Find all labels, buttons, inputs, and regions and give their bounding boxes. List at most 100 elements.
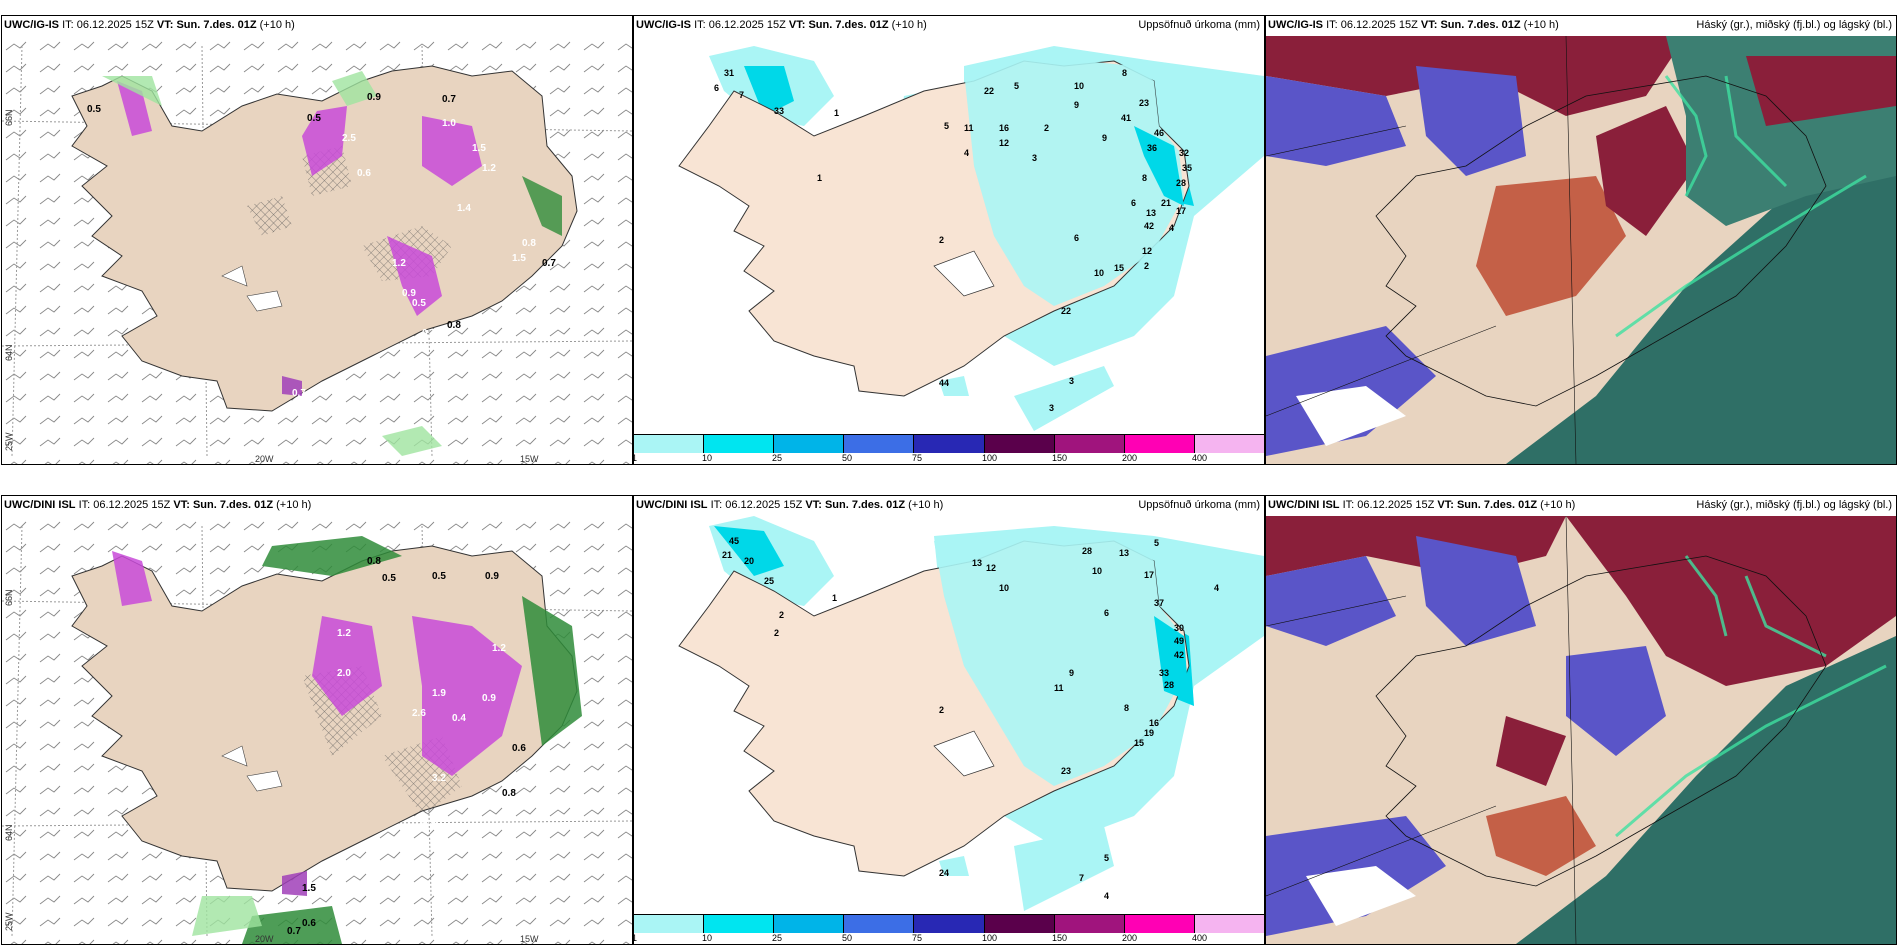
svg-text:0.8: 0.8 [447, 320, 461, 331]
svg-text:13: 13 [1146, 208, 1156, 218]
svg-text:0.8: 0.8 [502, 788, 516, 799]
svg-text:0.5: 0.5 [307, 113, 321, 124]
svg-text:6: 6 [714, 83, 719, 93]
svg-text:4: 4 [1169, 223, 1174, 233]
svg-text:3: 3 [1032, 153, 1037, 163]
svg-text:1: 1 [817, 173, 822, 183]
svg-text:0.9: 0.9 [482, 693, 496, 704]
panel-bot-right: UWC/DINI ISL IT: 06.12.2025 15Z VT: Sun.… [1265, 495, 1897, 945]
svg-text:44: 44 [939, 378, 949, 388]
svg-text:28: 28 [1082, 546, 1092, 556]
panel-title: UWC/DINI ISL IT: 06.12.2025 15Z VT: Sun.… [636, 499, 944, 511]
svg-text:0.4: 0.4 [452, 713, 466, 724]
svg-text:17: 17 [1176, 206, 1186, 216]
panel-top-right: UWC/IG-IS IT: 06.12.2025 15Z VT: Sun. 7.… [1265, 15, 1897, 465]
colorbar-tick: 50 [842, 933, 853, 943]
svg-text:0.5: 0.5 [382, 573, 396, 584]
lon-label: 20W [255, 454, 274, 464]
svg-text:21: 21 [722, 550, 732, 560]
colorbar-ticks: 1 10 25 50 75 100 150 200 400 [634, 933, 1264, 944]
colorbar-tick: 200 [1122, 933, 1138, 943]
colorbar-ticks: 1 10 25 50 75 100 150 200 400 [634, 453, 1264, 464]
svg-text:10: 10 [1092, 566, 1102, 576]
lat-label: 64N [4, 344, 14, 361]
svg-text:11: 11 [1054, 683, 1064, 693]
lon-label: 20W [255, 934, 274, 944]
lon-label: 25W [4, 432, 14, 451]
map-svg: 31 7 6 33 1 1 22 5 10 8 9 23 41 5 11 16 … [634, 36, 1264, 434]
svg-text:6: 6 [1074, 233, 1079, 243]
colorbar-tick: 1 [634, 453, 637, 463]
colorbar-swatch [1194, 915, 1264, 933]
colorbar-swatch [774, 915, 845, 933]
colorbar-swatch [1054, 435, 1125, 453]
precip-value-labels: 45 21 20 25 1 2 2 13 12 10 28 13 5 10 17… [722, 536, 1219, 901]
svg-text:8: 8 [1122, 68, 1127, 78]
svg-text:11: 11 [964, 123, 974, 133]
svg-text:4: 4 [1104, 891, 1109, 901]
colorbar-swatch [914, 435, 985, 453]
svg-text:1.5: 1.5 [302, 883, 316, 894]
svg-text:12: 12 [999, 138, 1009, 148]
wind-value-labels: 0.8 0.5 0.5 0.9 1.2 1.2 2.0 0.4 1.9 2.6 … [287, 556, 526, 937]
svg-text:8: 8 [1124, 703, 1129, 713]
svg-text:5: 5 [944, 121, 949, 131]
svg-text:0.8: 0.8 [367, 556, 381, 567]
colorbar-swatch [704, 915, 775, 933]
svg-text:22: 22 [1061, 306, 1071, 316]
svg-text:2: 2 [774, 628, 779, 638]
lat-label: 66N [4, 109, 14, 126]
svg-text:3: 3 [1049, 403, 1054, 413]
colorbar-swatch [774, 435, 845, 453]
svg-text:12: 12 [986, 563, 996, 573]
svg-text:4: 4 [1214, 583, 1219, 593]
lat-label: 64N [4, 824, 14, 841]
svg-text:16: 16 [1149, 718, 1159, 728]
svg-text:1.2: 1.2 [392, 258, 406, 269]
svg-text:49: 49 [1174, 636, 1184, 646]
svg-text:13: 13 [972, 558, 982, 568]
svg-text:0.6: 0.6 [302, 918, 316, 929]
svg-text:0.7: 0.7 [422, 328, 436, 339]
svg-text:9: 9 [1069, 668, 1074, 678]
colorbar-tick: 75 [912, 933, 923, 943]
svg-text:17: 17 [1144, 570, 1154, 580]
svg-text:1.2: 1.2 [492, 643, 506, 654]
svg-text:31: 31 [724, 68, 734, 78]
svg-text:42: 42 [1144, 221, 1154, 231]
svg-text:10: 10 [1094, 268, 1104, 278]
svg-text:6: 6 [1104, 608, 1109, 618]
svg-text:10: 10 [1074, 81, 1084, 91]
panel-title: UWC/DINI ISL IT: 06.12.2025 15Z VT: Sun.… [1268, 499, 1576, 511]
colorbar-swatch [1054, 915, 1125, 933]
wind-value-labels: 0.5 0.9 0.7 1.0 2.5 1.2 0.6 1.5 0.5 0.8 … [87, 92, 556, 399]
svg-text:2: 2 [939, 235, 944, 245]
map-svg: 0.5 0.9 0.7 1.0 2.5 1.2 0.6 1.5 0.5 0.8 … [2, 36, 632, 464]
svg-text:3.2: 3.2 [432, 773, 446, 784]
cloud-map [1266, 516, 1896, 944]
precip-map: 31 7 6 33 1 1 22 5 10 8 9 23 41 5 11 16 … [634, 36, 1264, 434]
precip-map: 45 21 20 25 1 2 2 13 12 10 28 13 5 10 17… [634, 516, 1264, 914]
svg-text:4: 4 [964, 148, 969, 158]
svg-text:1.2: 1.2 [482, 163, 496, 174]
svg-text:1: 1 [834, 108, 839, 118]
svg-text:0.7: 0.7 [287, 926, 301, 937]
colorbar-tick: 400 [1192, 933, 1208, 943]
panel-top-mid: UWC/IG-IS IT: 06.12.2025 15Z VT: Sun. 7.… [633, 15, 1265, 465]
svg-text:28: 28 [1164, 680, 1174, 690]
panel-bot-left: UWC/DINI ISL IT: 06.12.2025 15Z VT: Sun.… [1, 495, 633, 945]
colorbar-boxes [634, 434, 1264, 453]
svg-text:33: 33 [774, 106, 784, 116]
svg-text:15: 15 [1134, 738, 1144, 748]
svg-text:0.9: 0.9 [485, 571, 499, 582]
panel-title: UWC/IG-IS IT: 06.12.2025 15Z VT: Sun. 7.… [636, 19, 927, 31]
svg-text:25: 25 [764, 576, 774, 586]
svg-text:7: 7 [739, 90, 744, 100]
svg-text:6: 6 [1131, 198, 1136, 208]
svg-text:0.5: 0.5 [87, 104, 101, 115]
coastline [1375, 555, 1827, 887]
map-svg: 0.8 0.5 0.5 0.9 1.2 1.2 2.0 0.4 1.9 2.6 … [2, 516, 632, 944]
colorbar-tick: 400 [1192, 453, 1208, 463]
panel-title: UWC/DINI ISL IT: 06.12.2025 15Z VT: Sun.… [4, 499, 312, 511]
colorbar-swatch [984, 435, 1055, 453]
